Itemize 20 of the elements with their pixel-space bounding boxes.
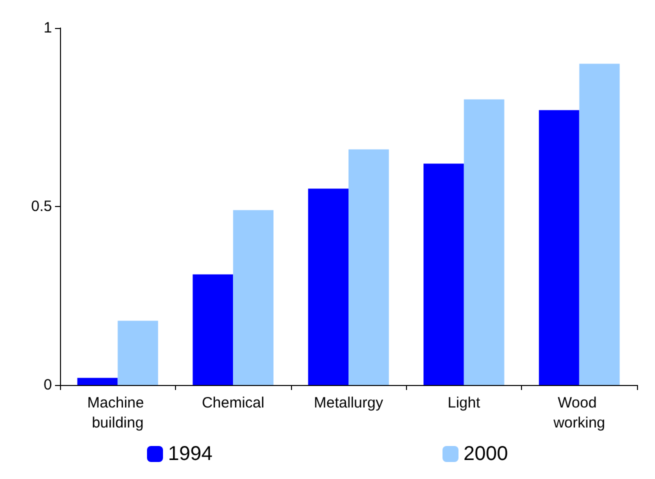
- bar: [464, 99, 504, 385]
- legend-label: 2000: [464, 443, 508, 465]
- x-tick-label: Machine building: [87, 394, 148, 432]
- bar: [77, 378, 118, 385]
- bar: [192, 274, 234, 385]
- bar: [579, 64, 620, 385]
- bar: [308, 188, 348, 385]
- bar: [348, 149, 389, 385]
- y-tick-label: 0: [44, 376, 52, 394]
- y-tick-label: 0.5: [31, 198, 52, 215]
- bar: [424, 164, 464, 385]
- bar: [233, 210, 274, 385]
- x-tick-label: Wood working: [552, 394, 606, 432]
- y-tick-label: 1: [44, 20, 52, 36]
- bar: [118, 320, 158, 385]
- legend-label: 1994: [168, 443, 213, 465]
- x-tick-label: Light: [448, 394, 481, 412]
- bar: [538, 110, 580, 385]
- x-tick-label: Chemical: [202, 394, 264, 412]
- x-tick-label: Metallurgy: [314, 394, 384, 412]
